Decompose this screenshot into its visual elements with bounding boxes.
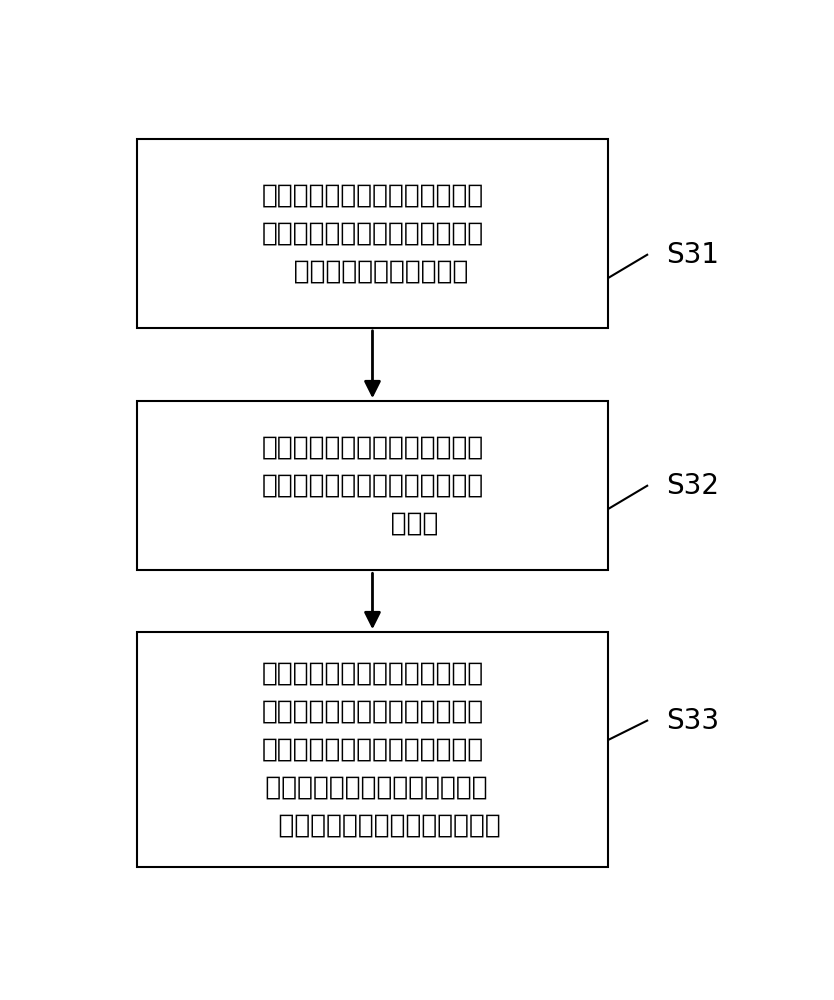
Bar [137,139,608,328]
Text: 结合不同年龄段对应的呼吸音数
据包的特征组合模型和与其匹配
的呼吸音数据包，对机器学习分
 类器进行训练，得到针对每个年
    龄段的呼吸音机器学习分类器。: 结合不同年龄段对应的呼吸音数 据包的特征组合模型和与其匹配 的呼吸音数据包，对机… [244,660,500,838]
Bar [137,401,608,570]
Bar [137,632,608,867]
Text: 提取神经网络模型中的全连接层
信息，得到用于分类的特征组合
          模型；: 提取神经网络模型中的全连接层 信息，得到用于分类的特征组合 模型； [261,435,484,537]
Text: 将呼吸音数据包按照年龄段分别
输入深度学习框架下的神经网络
  模型进行深度学习分类；: 将呼吸音数据包按照年龄段分别 输入深度学习框架下的神经网络 模型进行深度学习分类… [261,183,484,285]
Text: S33: S33 [666,707,720,735]
Text: S31: S31 [666,241,720,269]
Text: S32: S32 [666,472,720,500]
